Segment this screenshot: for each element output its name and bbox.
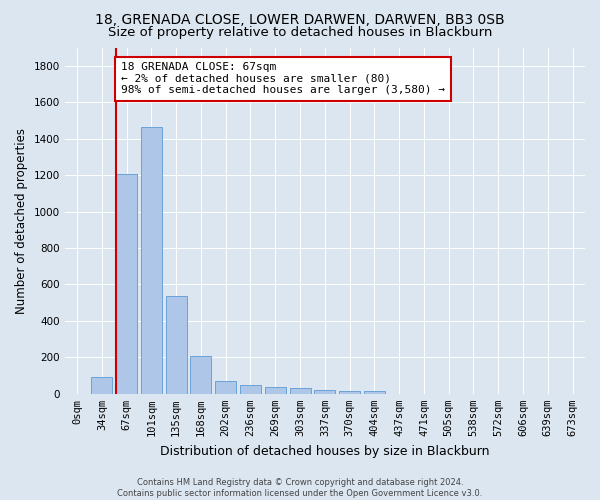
Bar — [215, 382, 236, 394]
Text: 18, GRENADA CLOSE, LOWER DARWEN, DARWEN, BB3 0SB: 18, GRENADA CLOSE, LOWER DARWEN, DARWEN,… — [95, 12, 505, 26]
Bar — [314, 390, 335, 394]
Bar — [240, 385, 261, 394]
Text: 18 GRENADA CLOSE: 67sqm
← 2% of detached houses are smaller (80)
98% of semi-det: 18 GRENADA CLOSE: 67sqm ← 2% of detached… — [121, 62, 445, 96]
Bar — [141, 127, 162, 394]
X-axis label: Distribution of detached houses by size in Blackburn: Distribution of detached houses by size … — [160, 444, 490, 458]
Bar — [339, 392, 360, 394]
Bar — [91, 378, 112, 394]
Y-axis label: Number of detached properties: Number of detached properties — [15, 128, 28, 314]
Bar — [190, 356, 211, 394]
Text: Contains HM Land Registry data © Crown copyright and database right 2024.
Contai: Contains HM Land Registry data © Crown c… — [118, 478, 482, 498]
Bar — [290, 388, 311, 394]
Bar — [116, 174, 137, 394]
Bar — [364, 392, 385, 394]
Bar — [265, 388, 286, 394]
Text: Size of property relative to detached houses in Blackburn: Size of property relative to detached ho… — [108, 26, 492, 39]
Bar — [166, 296, 187, 394]
